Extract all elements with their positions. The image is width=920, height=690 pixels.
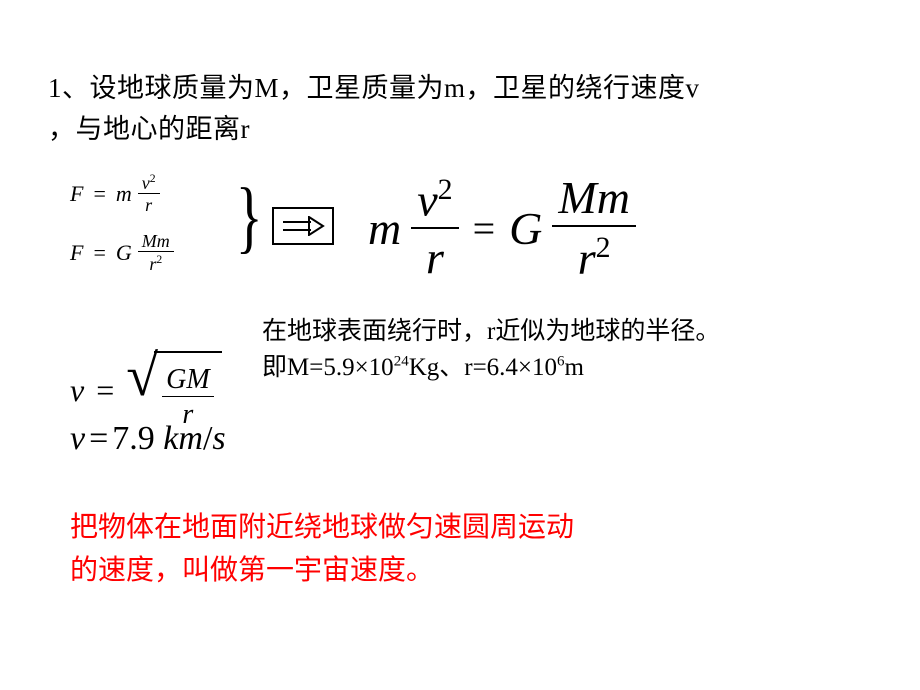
left-formula-group: F = m v2 r F = G Mm r2 — [70, 173, 174, 273]
velocity-result: v=7.9 km/s — [70, 420, 226, 458]
equals: = — [92, 372, 118, 409]
brace-icon: } — [236, 177, 263, 257]
unit-m: m — [565, 354, 584, 381]
fraction-v2-r: v2 r — [138, 173, 160, 214]
var-F: F — [70, 240, 83, 266]
conclusion-text: 把物体在地面附近绕地球做匀速圆周运动 的速度，叫做第一宇宙速度。 — [70, 506, 574, 593]
var-F: F — [70, 181, 83, 207]
side-line1: 在地球表面绕行时，r近似为地球的半径。 — [262, 318, 720, 345]
equals: = — [89, 240, 109, 266]
var-v: v — [417, 174, 437, 225]
var-m: m — [368, 202, 401, 255]
substitution-text: 在地球表面绕行时，r近似为地球的半径。 即M=5.9×1024Kg、r=6.4×… — [262, 314, 720, 387]
gravity-force-formula: F = G Mm r2 — [70, 232, 174, 273]
centripetal-force-formula: F = m v2 r — [70, 173, 174, 214]
side-mass: 即M=5.9×10 — [262, 354, 394, 381]
var-G: G — [116, 240, 132, 266]
equals: = — [469, 205, 500, 252]
equals: = — [89, 181, 109, 207]
title-line2: ，与地心的距离r — [48, 114, 250, 144]
var-Mm: Mm — [552, 175, 636, 227]
var-r: r — [145, 194, 152, 214]
fraction-v2-r-big: v2 r — [411, 175, 458, 281]
square-root: √ GM r — [126, 351, 221, 429]
var-r: r — [426, 229, 444, 281]
exponent-2: 2 — [156, 253, 162, 266]
var-G: G — [509, 202, 542, 255]
title-line1: 1、设地球质量为M，卫星质量为m，卫星的绕行速度v — [48, 73, 700, 103]
var-v: v — [142, 173, 150, 193]
var-m: m — [116, 181, 132, 207]
var-v: v — [70, 372, 84, 409]
side-radius: Kg、r=6.4×10 — [409, 354, 557, 381]
implies-arrow-icon — [272, 207, 334, 245]
exp-6: 6 — [557, 354, 565, 370]
formula-derivation: F = m v2 r F = G Mm r2 } — [48, 173, 880, 333]
fraction-Mm-r2-big: Mm r2 — [552, 175, 636, 281]
exponent-2: 2 — [150, 172, 156, 185]
var-GM: GM — [162, 366, 214, 397]
problem-statement: 1、设地球质量为M，卫星质量为m，卫星的绕行速度v ，与地心的距离r — [48, 68, 880, 149]
exponent-2: 2 — [596, 231, 611, 264]
fraction-Mm-r2: Mm r2 — [138, 232, 174, 273]
var-Mm: Mm — [138, 232, 174, 252]
var-r: r — [578, 232, 596, 283]
conclusion-line1: 把物体在地面附近绕地球做匀速圆周运动 — [70, 512, 574, 543]
conclusion-line2: 的速度，叫做第一宇宙速度。 — [70, 555, 434, 586]
exponent-2: 2 — [438, 173, 453, 206]
exp-24: 24 — [394, 354, 409, 370]
combined-equation: m v2 r = G Mm r2 — [368, 175, 636, 281]
